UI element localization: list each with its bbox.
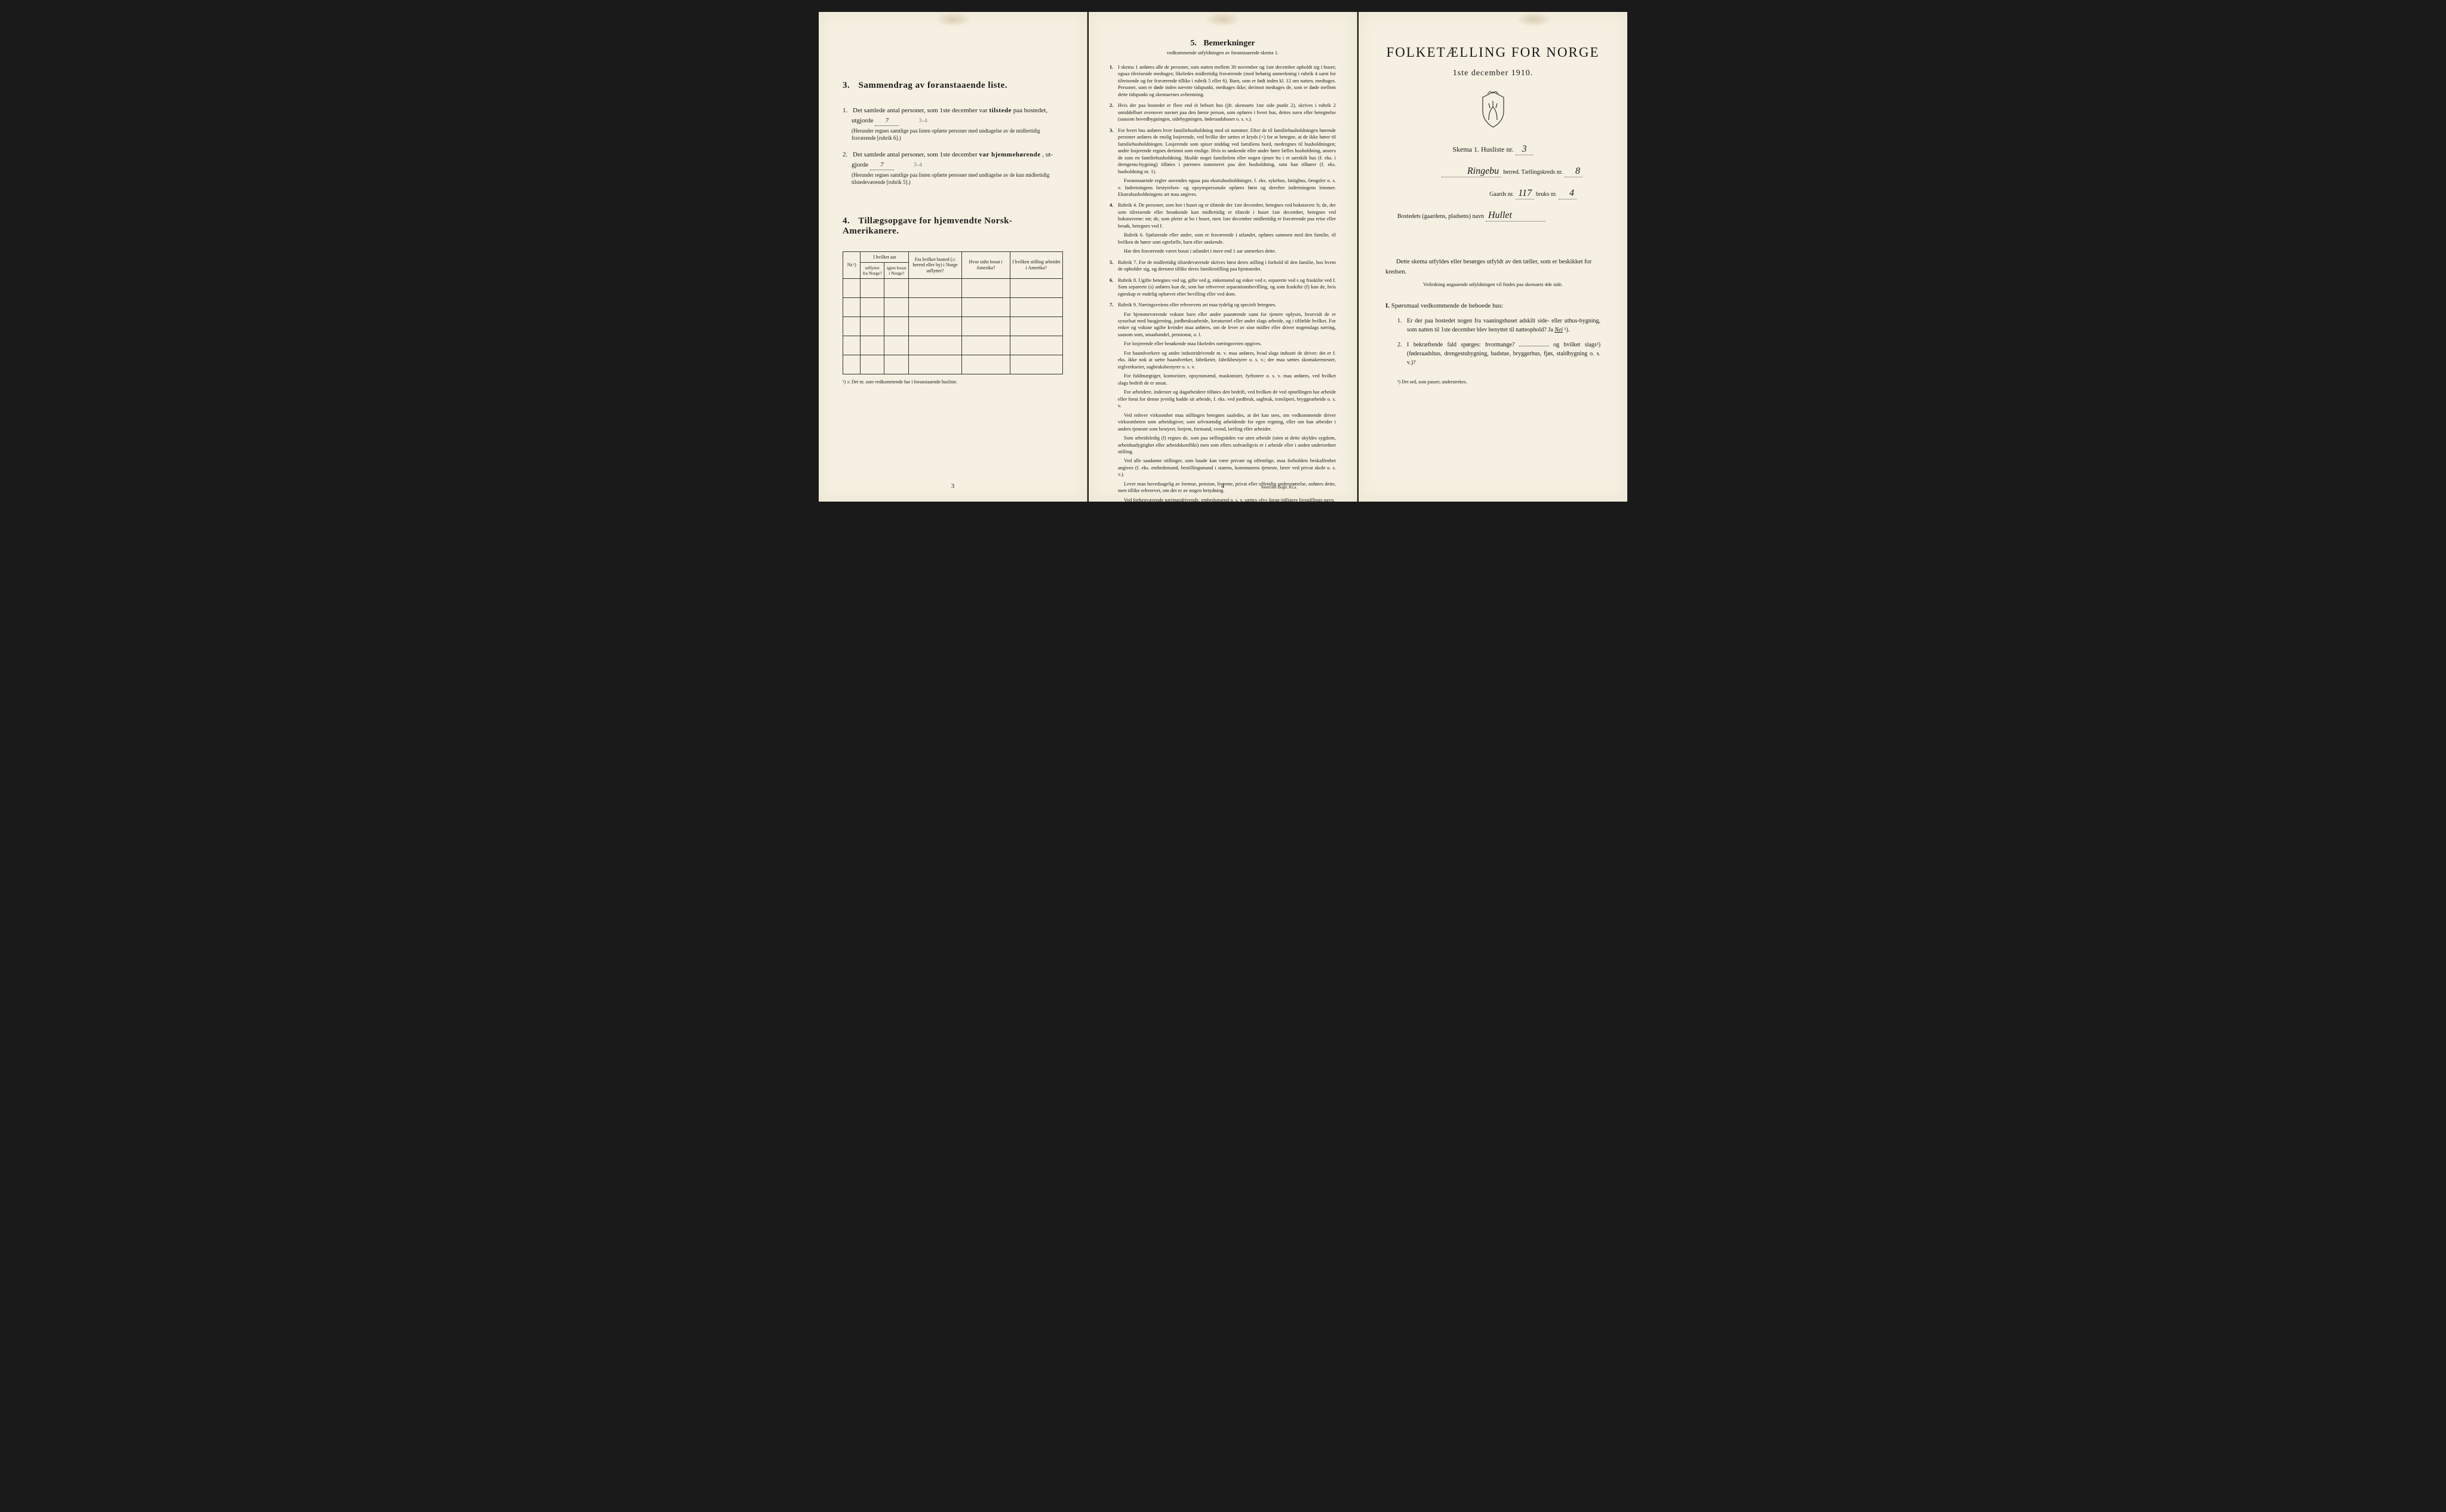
col-aar-ut: utflyttet fra Norge? <box>861 263 884 279</box>
remarks-list: I skema 1 anføres alle de personer, som … <box>1110 64 1336 524</box>
paper-stain <box>1516 12 1551 27</box>
col-aar: I hvilket aar <box>861 251 909 263</box>
section-5-subtitle: vedkommende utfyldningen av foranstaaend… <box>1110 50 1336 56</box>
page-middle: 5. Bemerkninger vedkommende utfyldningen… <box>1089 12 1357 502</box>
col-nr: Nr.¹) <box>843 251 861 279</box>
question-header: I. Spørsmaal vedkommende de beboede hus: <box>1385 302 1600 309</box>
paper-stain <box>1205 12 1241 27</box>
gaards-nr: 117 <box>1516 188 1534 199</box>
questions-list: 1. Er der paa bostedet nogen fra vaaning… <box>1385 316 1600 367</box>
footnote: ¹) Det ord, som passer, understrekes. <box>1385 379 1600 385</box>
section-3-title: 3. Sammendrag av foranstaaende liste. <box>843 81 1063 91</box>
page-right: FOLKETÆLLING FOR NORGE 1ste december 191… <box>1359 12 1627 502</box>
col-amerika: Hvor sidst bosat i Amerika? <box>961 251 1010 279</box>
remark-item: For hvert hus anføres hver familiehushol… <box>1110 127 1336 198</box>
col-aar-inn: igjen bosat i Norge? <box>884 263 909 279</box>
pencil-note-2: 3-4 <box>914 161 923 168</box>
herred-line: Ringebu herred. Tællingskreds nr. 8 <box>1385 166 1600 177</box>
kreds-nr: 8 <box>1565 166 1582 177</box>
remark-item: Rubrik 14. Sinker og lignende aandssløve… <box>1110 508 1336 524</box>
instructions: Dette skema utfyldes eller besørges utfy… <box>1385 257 1600 278</box>
paper-stain <box>935 12 971 27</box>
remark-item: Rubrik 8. Ugifte betegnes ved ug, gifte … <box>1110 277 1336 297</box>
table-row <box>843 317 1063 336</box>
item-1: 1. Det samlede antal personer, som 1ste … <box>843 106 1063 142</box>
table-row <box>843 298 1063 317</box>
item-2: 2. Det samlede antal personer, som 1ste … <box>843 150 1063 186</box>
printer-mark: Steen'ske Bogtr. Kr.a. <box>1261 485 1297 490</box>
section-3-number: 3. <box>843 81 850 90</box>
coat-of-arms-icon <box>1477 90 1510 129</box>
bosted-name: Hullet <box>1486 210 1545 222</box>
america-table: Nr.¹) I hvilket aar Fra hvilket bosted (… <box>843 251 1063 375</box>
tilstede-count: 7 <box>875 116 899 127</box>
bosted-line: Bostedets (gaardens, pladsens) navn Hull… <box>1385 210 1600 222</box>
page-number-4: 4 <box>1221 483 1225 490</box>
page-number-3: 3 <box>951 483 955 490</box>
table-row <box>843 336 1063 355</box>
husliste-nr: 3 <box>1516 144 1534 155</box>
remark-item: Rubrik 4. De personer, som bor i huset o… <box>1110 202 1336 254</box>
section-4-title: 4. Tillægsopgave for hjemvendte Norsk-Am… <box>843 216 1063 236</box>
q1-answer: Nei <box>1554 327 1563 333</box>
col-stilling: I hvilken stilling arbeidet i Amerika? <box>1010 251 1062 279</box>
section-4-number: 4. <box>843 216 850 226</box>
remark-item: Rubrik 9. Næringsveiens eller erhvervets… <box>1110 302 1336 503</box>
hjemmehoerende-count: 7 <box>870 160 894 171</box>
table-row <box>843 279 1063 298</box>
question-2: 2. I bekræftende fald spørges: hvormange… <box>1397 340 1600 367</box>
gaards-line: Gaards nr. 117 bruks nr. 4 <box>1385 188 1600 199</box>
pencil-note-1: 3-4 <box>918 117 927 124</box>
census-date: 1ste december 1910. <box>1385 69 1600 78</box>
main-title: FOLKETÆLLING FOR NORGE <box>1385 45 1600 60</box>
instructions-sub: Veiledning angaaende utfyldningen vil fi… <box>1385 281 1600 287</box>
section-3-text: Sammendrag av foranstaaende liste. <box>859 81 1008 90</box>
question-1: 1. Er der paa bostedet nogen fra vaaning… <box>1397 316 1600 334</box>
herred-name: Ringebu <box>1442 166 1501 177</box>
item-2-note: (Herunder regnes samtlige paa listen opf… <box>852 172 1063 186</box>
bruks-nr: 4 <box>1559 188 1577 199</box>
table-row <box>843 355 1063 374</box>
husliste-line: Skema 1. Husliste nr. 3 <box>1385 144 1600 155</box>
remark-item: I skema 1 anføres alle de personer, som … <box>1110 64 1336 98</box>
page-left: 3. Sammendrag av foranstaaende liste. 1.… <box>819 12 1087 502</box>
item-1-note: (Herunder regnes samtlige paa listen opf… <box>852 128 1063 142</box>
col-bosted: Fra hvilket bosted (ɔ: herred eller by) … <box>909 251 961 279</box>
table-footnote: ¹) ɔ: Det nr. som vedkommende har i fora… <box>843 379 1063 385</box>
table-body <box>843 279 1063 374</box>
remark-item: Hvis der paa bostedet er flere end ét be… <box>1110 102 1336 122</box>
section-5-title: 5. Bemerkninger <box>1110 39 1336 48</box>
remark-item: Rubrik 7. For de midlertidig tilstedevær… <box>1110 259 1336 273</box>
section-4-text: Tillægsopgave for hjemvendte Norsk-Ameri… <box>843 216 1012 236</box>
document-spread: 3. Sammendrag av foranstaaende liste. 1.… <box>819 12 1627 502</box>
